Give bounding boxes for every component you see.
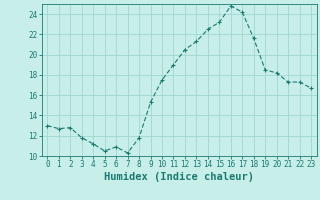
X-axis label: Humidex (Indice chaleur): Humidex (Indice chaleur) — [104, 172, 254, 182]
